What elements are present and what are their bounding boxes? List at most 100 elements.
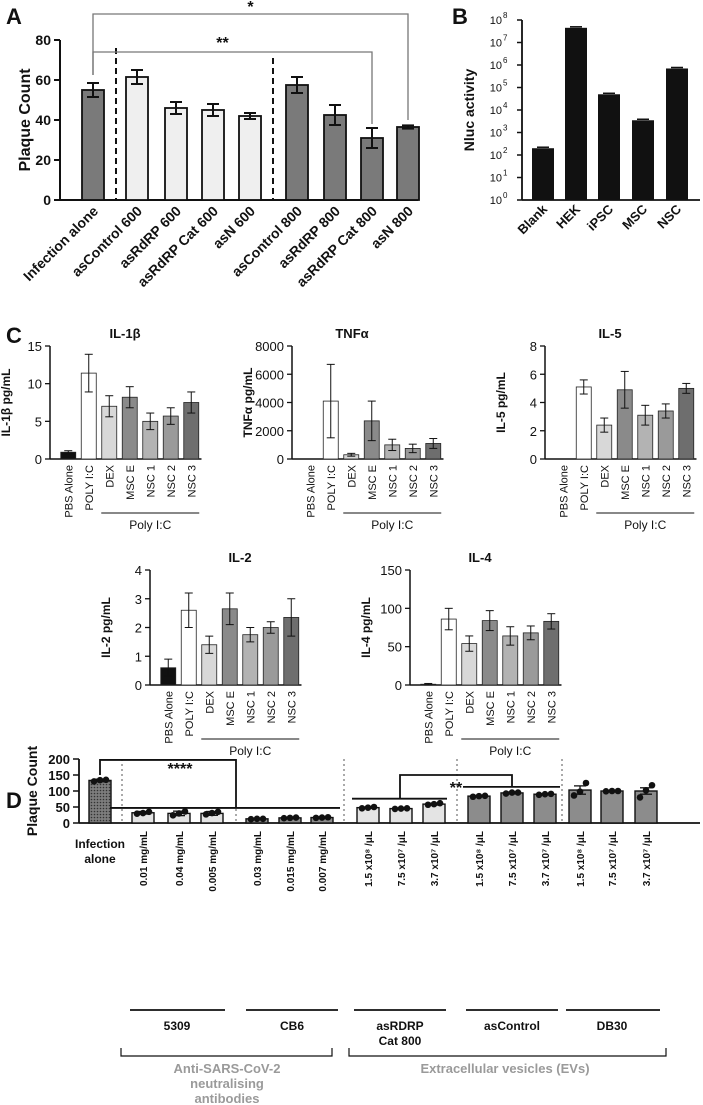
IL5-bar [678,387,695,460]
d-data-point [169,812,177,819]
IL1b-x-label: MSC E [125,465,137,500]
d-data-point [247,815,255,823]
d-group-label: 5309 [164,1019,191,1033]
d-data-point [181,808,189,815]
d-x-label: 0.03 mg/mL [253,831,264,886]
a-bar [285,84,309,201]
d-data-point [202,811,210,818]
b-ytick-exp: 8 [503,11,508,20]
a-x-label: Infection alone [20,203,101,284]
a-bar [396,126,420,201]
b-bar [598,94,620,200]
TNFa-x-label: POLY I:C [326,465,338,511]
IL4-group-label: Poly I:C [489,744,531,758]
IL2-ytick-label: 2 [135,621,142,636]
d-data-point [403,804,411,812]
d-data-point [436,799,444,807]
IL1b-y-label: IL-1β pg/mL [0,369,13,437]
a-bar [81,89,105,201]
d-data-point [430,800,438,808]
b-bar [632,120,654,200]
IL5-x-label: NSC 2 [661,465,673,497]
IL5-ytick-label: 0 [530,452,537,467]
IL4-y-label: IL-4 pg/mL [359,597,373,658]
IL5-ytick-label: 6 [530,367,537,382]
IL2-ytick-label: 1 [135,649,142,664]
TNFa-x-label: NSC 1 [387,465,399,497]
d-group-label: Cat 800 [379,1034,422,1048]
d-data-point [475,792,483,800]
d-x-label: 0.04 mg/mL [175,831,186,886]
TNFa-x-label: MSC E [367,465,379,500]
IL1b-x-label: NSC 2 [166,465,178,497]
d-x-label: 1.5 x10⁸ /μL [576,831,587,887]
b-bar [565,27,587,200]
d-ytick-label: 200 [48,752,70,767]
IL4-ytick-label: 100 [380,601,402,616]
d-data-point [324,813,332,821]
d-data-point [280,814,288,822]
IL2-group-label: Poly I:C [229,744,271,758]
d-data-point [535,791,543,799]
IL5-bar [575,386,592,460]
IL2-ytick-label: 4 [135,563,142,578]
chart-il5: IL-5 0 2 4 6 8 IL-5 pg/mL PBS Alone POLY I:C DEX M… [494,326,697,532]
b-x-label: iPSC [584,201,616,233]
a-significance-label: ** [216,35,229,52]
d-data-point [636,794,644,801]
IL4-x-label: NSC 1 [505,691,517,723]
b-ytick-base: 10 [490,150,502,162]
d-supergroup-label: neutralising [190,1076,264,1091]
b-ytick-exp: 2 [503,146,508,155]
panel-label-a: A [6,4,22,29]
IL1b-ytick-label: 5 [35,414,42,429]
d-bar [533,793,557,824]
TNFa-ytick-label: 2000 [255,424,284,439]
d-data-point [90,778,98,785]
d-data-point [358,804,366,812]
b-ytick-base: 10 [490,15,502,27]
IL4-ytick-label: 150 [380,563,402,578]
d-ytick-label: 0 [63,816,70,831]
panel-label-c: C [6,323,22,348]
IL1b-x-label: DEX [104,464,116,487]
d-data-point [602,788,610,795]
d-supergroup-label: Anti-SARS-CoV-2 [174,1061,281,1076]
d-data-point [102,776,110,784]
TNFa-ytick-label: 8000 [255,339,284,354]
d-x-label: 0.005 mg/mL [208,831,219,892]
d-data-point [286,814,294,822]
d-bar [88,779,112,824]
panel-label-b: B [452,4,468,29]
IL5-x-label: NSC 1 [640,465,652,497]
TNFa-y-label: TNFα pg/mL [241,367,255,437]
d-x-label: Infection [75,837,125,851]
d-x-label: alone [84,852,116,866]
d-significance-bracket [399,774,513,799]
d-data-point [139,809,147,817]
b-ytick-base: 10 [490,83,502,95]
b-x-label: Blank [514,201,550,237]
d-data-point [642,787,650,794]
d-data-point [514,789,522,796]
IL5-y-label: IL-5 pg/mL [494,372,508,433]
IL4-ytick-label: 0 [395,678,402,693]
d-data-point [318,814,326,821]
a-bar [238,115,262,201]
d-x-label: 1.5 x10⁸ /μL [475,831,486,887]
d-data-point [370,803,378,811]
b-ytick-base: 10 [490,38,502,50]
b-ytick-exp: 1 [503,169,508,178]
d-ytick-label: 150 [48,768,70,783]
TNFa-x-label: PBS Alone [305,465,317,518]
IL2-x-label: POLY I:C [184,691,196,737]
IL2-ytick-label: 0 [135,678,142,693]
a-significance-bracket [92,51,373,124]
TNFa-group-label: Poly I:C [371,518,413,532]
d-data-point [312,814,320,822]
d-data-point [214,808,222,816]
d-data-point [292,814,300,821]
IL4-bar [543,620,560,686]
a-significance-label: * [247,0,254,16]
